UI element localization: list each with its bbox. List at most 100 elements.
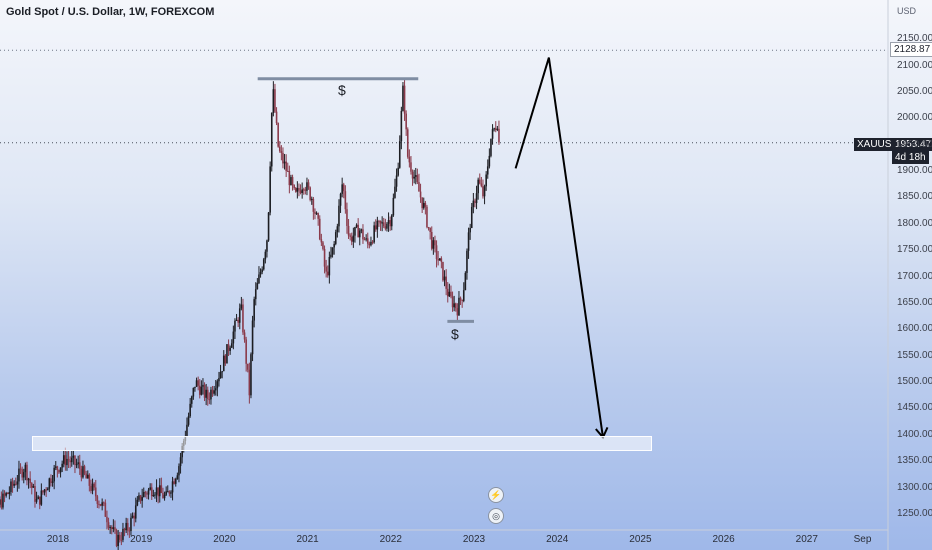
- candle-body: [270, 112, 273, 167]
- candle-body: [453, 303, 455, 308]
- candle-body: [194, 386, 196, 388]
- candle-body: [163, 494, 166, 499]
- candle-body: [357, 224, 359, 238]
- candle-body: [251, 320, 254, 355]
- demand-zone[interactable]: [32, 436, 652, 451]
- x-tick-label: 2023: [462, 534, 486, 545]
- candle-body: [469, 227, 471, 233]
- candle-body: [288, 171, 291, 186]
- candle-body: [432, 240, 435, 249]
- candle-body: [126, 522, 129, 531]
- y-tick-label: 1800.00: [897, 217, 932, 229]
- candle-body: [187, 416, 190, 425]
- candle-body: [42, 490, 44, 493]
- candle-body: [136, 499, 139, 506]
- candle-body: [106, 516, 108, 523]
- candle-body: [93, 483, 95, 488]
- candle-body: [458, 297, 460, 316]
- candle-body: [358, 230, 361, 238]
- candle-body: [386, 223, 388, 229]
- candle-body: [82, 466, 84, 478]
- candle-body: [242, 304, 244, 333]
- candle-body: [2, 493, 4, 508]
- candle-body: [325, 266, 327, 272]
- candle-body: [104, 502, 107, 517]
- candle-body: [67, 458, 70, 461]
- candle-body: [216, 381, 219, 389]
- y-tick-label: 1400.00: [897, 428, 932, 440]
- chart-title: Gold Spot / U.S. Dollar, 1W, FOREXCOM: [6, 6, 215, 18]
- candle-body: [226, 344, 228, 364]
- candle-body: [198, 385, 201, 395]
- candle-body: [146, 493, 148, 495]
- y-tick-label: 1250.00: [897, 507, 932, 519]
- candle-body: [366, 238, 369, 244]
- x-tick-label: 2021: [296, 534, 319, 545]
- candle-body: [283, 161, 286, 164]
- candle-body: [170, 492, 172, 494]
- candle-body: [35, 499, 38, 502]
- candle-body: [442, 261, 444, 281]
- candle-body: [472, 200, 475, 207]
- candle-body: [418, 182, 420, 192]
- candle-body: [174, 478, 177, 484]
- y-tick-label: 1300.00: [897, 481, 932, 493]
- event-target-icon[interactable]: ◎: [488, 508, 504, 524]
- candle-body: [416, 175, 419, 183]
- candle-body: [128, 530, 131, 532]
- candle-body: [474, 200, 476, 204]
- candle-body: [202, 384, 204, 387]
- candle-body: [350, 236, 353, 242]
- candle-body: [317, 213, 319, 219]
- candle-body: [157, 487, 159, 497]
- candle-body: [402, 85, 404, 111]
- candle-body: [331, 247, 334, 255]
- candle-body: [155, 487, 158, 495]
- y-tick-label: 1750.00: [897, 244, 932, 256]
- candle-body: [462, 290, 465, 301]
- candle-body: [461, 299, 463, 301]
- candle-body: [459, 297, 462, 300]
- candle-body: [152, 495, 155, 497]
- projection-arrow: [514, 57, 604, 438]
- candle-body: [312, 198, 315, 212]
- y-tick-label: 2050.00: [897, 85, 932, 97]
- event-bolt-icon[interactable]: ⚡: [488, 487, 504, 503]
- candle-body: [218, 377, 220, 382]
- candle-body: [307, 182, 310, 188]
- candle-body: [144, 492, 147, 494]
- candle-body: [426, 206, 428, 228]
- y-tick-label: 1600.00: [897, 323, 932, 335]
- candle-body: [0, 499, 1, 505]
- candle-body: [395, 175, 398, 187]
- candle-body: [261, 269, 263, 273]
- candle-body: [229, 347, 231, 351]
- candle-body: [434, 240, 436, 246]
- candle-body: [203, 384, 206, 398]
- candle-body: [394, 186, 396, 198]
- candle-body: [310, 198, 313, 200]
- candle-body: [26, 464, 28, 481]
- candle-body: [78, 462, 81, 469]
- candle-body: [352, 235, 355, 242]
- candle-body: [306, 182, 308, 191]
- candle-body: [486, 166, 489, 175]
- candle-body: [477, 179, 479, 194]
- candle-body: [59, 467, 62, 473]
- candle-body: [138, 495, 140, 500]
- candle-body: [475, 193, 478, 204]
- candle-body: [494, 128, 497, 130]
- candle-body: [19, 468, 22, 470]
- candle-body: [302, 189, 305, 191]
- candle-body: [118, 534, 121, 540]
- candle-body: [200, 386, 203, 395]
- candle-body: [120, 539, 123, 541]
- candle-body: [166, 491, 169, 493]
- candle-body: [234, 320, 236, 332]
- candle-body: [6, 492, 9, 494]
- candle-body: [390, 215, 393, 227]
- candle-body: [488, 155, 491, 167]
- candle-body: [440, 258, 443, 262]
- y-tick-label: 1850.00: [897, 191, 932, 203]
